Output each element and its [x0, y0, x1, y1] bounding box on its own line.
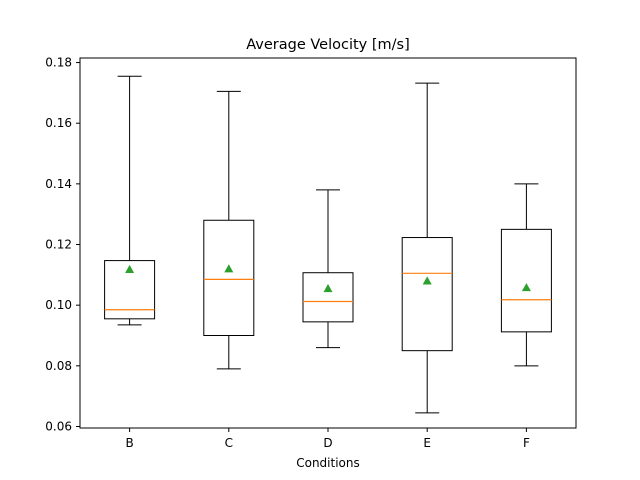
box-group-C	[203, 90, 255, 370]
box-iqr	[104, 260, 156, 320]
box-iqr	[302, 272, 354, 323]
y-tick-label: 0.10	[45, 298, 72, 312]
y-tick-label: 0.18	[45, 56, 72, 70]
x-tick-label: F	[523, 436, 530, 450]
x-tick-label: C	[225, 436, 233, 450]
box-group-D	[302, 189, 354, 349]
y-tick-label: 0.14	[45, 177, 72, 191]
chart-title: Average Velocity [m/s]	[246, 37, 410, 53]
y-tick-label: 0.08	[45, 359, 72, 373]
box-iqr	[401, 237, 453, 352]
y-tick-label: 0.16	[45, 116, 72, 130]
mean-marker	[422, 276, 432, 285]
mean-marker	[521, 283, 531, 292]
mean-marker	[224, 264, 234, 273]
mean-marker	[323, 283, 333, 293]
y-tick-label: 0.12	[45, 238, 72, 252]
x-axis-label: Conditions	[296, 456, 360, 470]
plot-area	[104, 75, 552, 414]
x-tick-label: B	[125, 436, 133, 450]
axes: B C D E F 0.06 0.08 0.10 0.12 0.14 0.16 0.18	[45, 56, 530, 450]
box-group-B	[104, 75, 156, 326]
box-group-F	[500, 183, 552, 367]
box-iqr	[500, 228, 552, 333]
x-tick-label: E	[423, 436, 431, 450]
y-tick-label: 0.06	[45, 419, 72, 433]
x-tick-label: D	[323, 436, 332, 450]
mean-marker	[125, 264, 135, 273]
box-iqr	[203, 219, 255, 337]
box-group-E	[401, 82, 453, 414]
